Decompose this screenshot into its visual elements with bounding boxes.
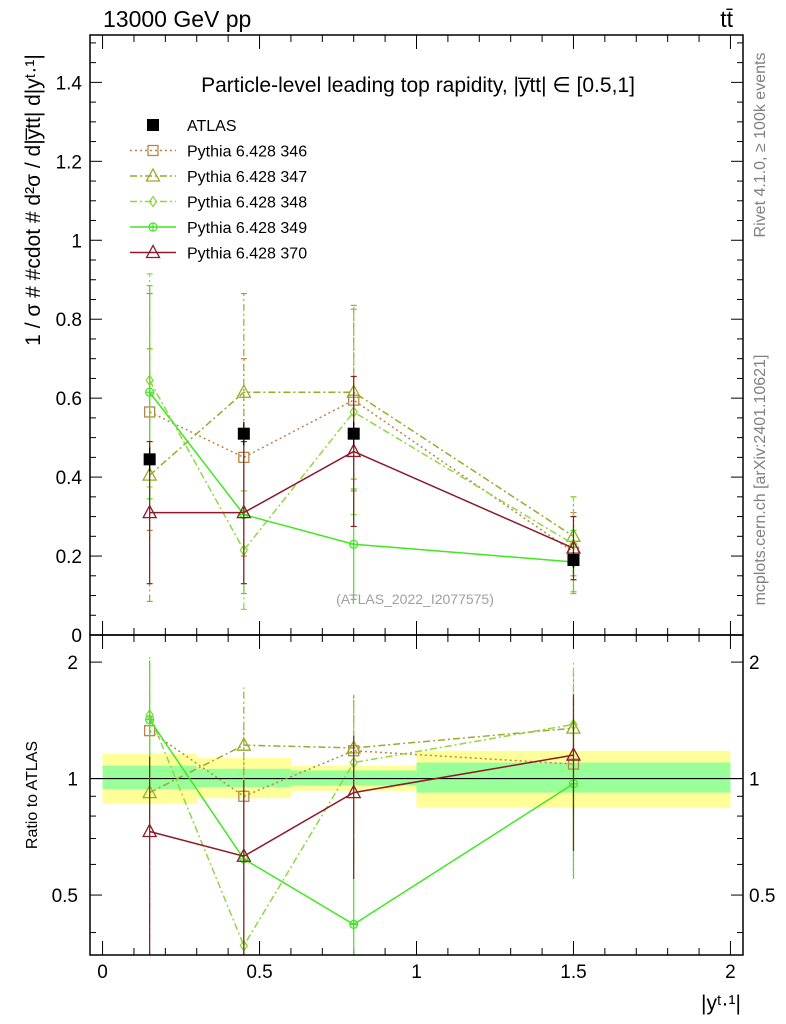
legend-label: Pythia 6.428 348 [187,195,307,212]
ratio-y-label: Ratio to ATLAS [24,741,41,849]
series-3 [145,273,578,610]
x-tick-label: 1 [411,962,422,983]
y-tick-label: 1 [71,231,82,252]
process-label: tt̄ [720,6,733,32]
data-point-cross [349,540,358,549]
ratio-panel: 0.5 0.5 1 1 2 2 0 0.5 1 1.5 2 [52,635,775,983]
data-point [237,427,250,440]
ratio-data-point [145,715,155,725]
main-panel: 0 0.2 0.4 0.6 0.8 1 1.2 1.4 [56,35,743,647]
data-point [142,504,158,519]
legend-marker [148,222,158,232]
data-point [567,554,580,566]
ratio-data-point [142,823,158,838]
mcplots-side-label: mcplots.cern.ch [arXiv:2401.10621] [752,355,769,606]
legend-item: Pythia 6.428 346 [130,144,307,161]
ratio-series-line [149,754,574,858]
ratio-frame [89,634,744,956]
ratio-data-point-cross [145,715,154,724]
x-axis-label: |yᵗ·¹| [701,992,741,1015]
legend-marker [145,244,161,259]
series-line [149,391,574,537]
y-tick-label: 1.2 [56,152,82,173]
series-5 [142,375,582,585]
y-tick-label: 0 [71,626,82,647]
y-tick-label: 0.2 [56,547,82,568]
series-line [149,450,574,549]
legend-item: Pythia 6.428 370 [130,244,307,263]
main-y-label: 1 / σ # #cdot # d²σ / d|y̅tt| d|yᵗ·¹| [22,54,45,346]
legend-label: ATLAS [187,118,237,135]
legend-marker [147,144,159,157]
y-tick-label: 0.6 [56,389,82,410]
ratio-series-2 [142,672,582,955]
ratio-series-line [148,714,574,948]
series-line [148,380,574,552]
legend-label: Pythia 6.428 346 [187,144,307,161]
legend-item: Pythia 6.428 347 [130,167,307,186]
legend-marker [148,195,158,208]
x-tick-label: 0.5 [246,962,272,983]
ratio-y-tick-label-right: 0.5 [749,886,775,907]
ratio-y-tick-label-right: 2 [749,653,760,674]
legend-item: Pythia 6.428 348 [130,195,307,212]
series-atlas [143,421,580,568]
ratio-data-point-cross [349,920,358,929]
ratio-data-point [565,746,582,761]
ratio-series-line [149,719,574,926]
legend-marker [145,167,161,182]
series-line [149,399,574,553]
legend-item: Pythia 6.428 349 [130,220,307,237]
data-point [236,383,252,398]
ratio-data-point [349,919,359,929]
data-point [346,443,362,458]
ratio-y-tick-label: 0.5 [52,886,78,907]
ratio-y-tick-label: 2 [67,653,78,674]
legend: ATLAS Pythia 6.428 346 Pythia 6.428 347 Pyt… [130,118,307,263]
energy-label: 13000 GeV pp [103,6,251,32]
ratio-y-tick-label-right: 1 [749,770,760,791]
series-1 [143,292,580,593]
ratio-series-line [149,727,574,794]
series-line [149,391,574,563]
y-tick-label: 0.8 [56,310,82,331]
ratio-data-point [346,784,362,799]
data-point [349,539,359,549]
legend-label: Pythia 6.428 370 [187,246,307,263]
y-tick-label: 1.4 [56,73,83,94]
chart-title: Particle-level leading top rapidity, |y̅… [201,74,635,97]
series-2 [142,292,582,603]
ratio-y-tick-label: 1 [67,770,78,791]
legend-label: Pythia 6.428 349 [187,220,307,237]
ratio-data-point [236,847,252,862]
data-point [145,387,155,397]
ratio-series-5 [142,694,582,955]
legend-marker [147,119,159,131]
x-tick-label: 0 [97,962,108,983]
legend-marker-cross [149,223,157,231]
data-point [347,427,360,440]
y-tick-label: 0.4 [56,468,83,489]
data-point-cross [145,388,154,397]
watermark: (ATLAS_2022_I2077575) [336,591,494,607]
rivet-side-label: Rivet 4.1.0, ≥ 100k events [752,53,769,238]
data-point [143,453,156,466]
x-tick-label: 2 [725,962,736,983]
series-4 [145,285,579,601]
x-tick-label: 1.5 [560,962,586,983]
legend-label: Pythia 6.428 347 [187,169,307,186]
ratio-data-point [236,736,252,751]
data-point [236,504,252,519]
legend-item: ATLAS [147,118,237,135]
